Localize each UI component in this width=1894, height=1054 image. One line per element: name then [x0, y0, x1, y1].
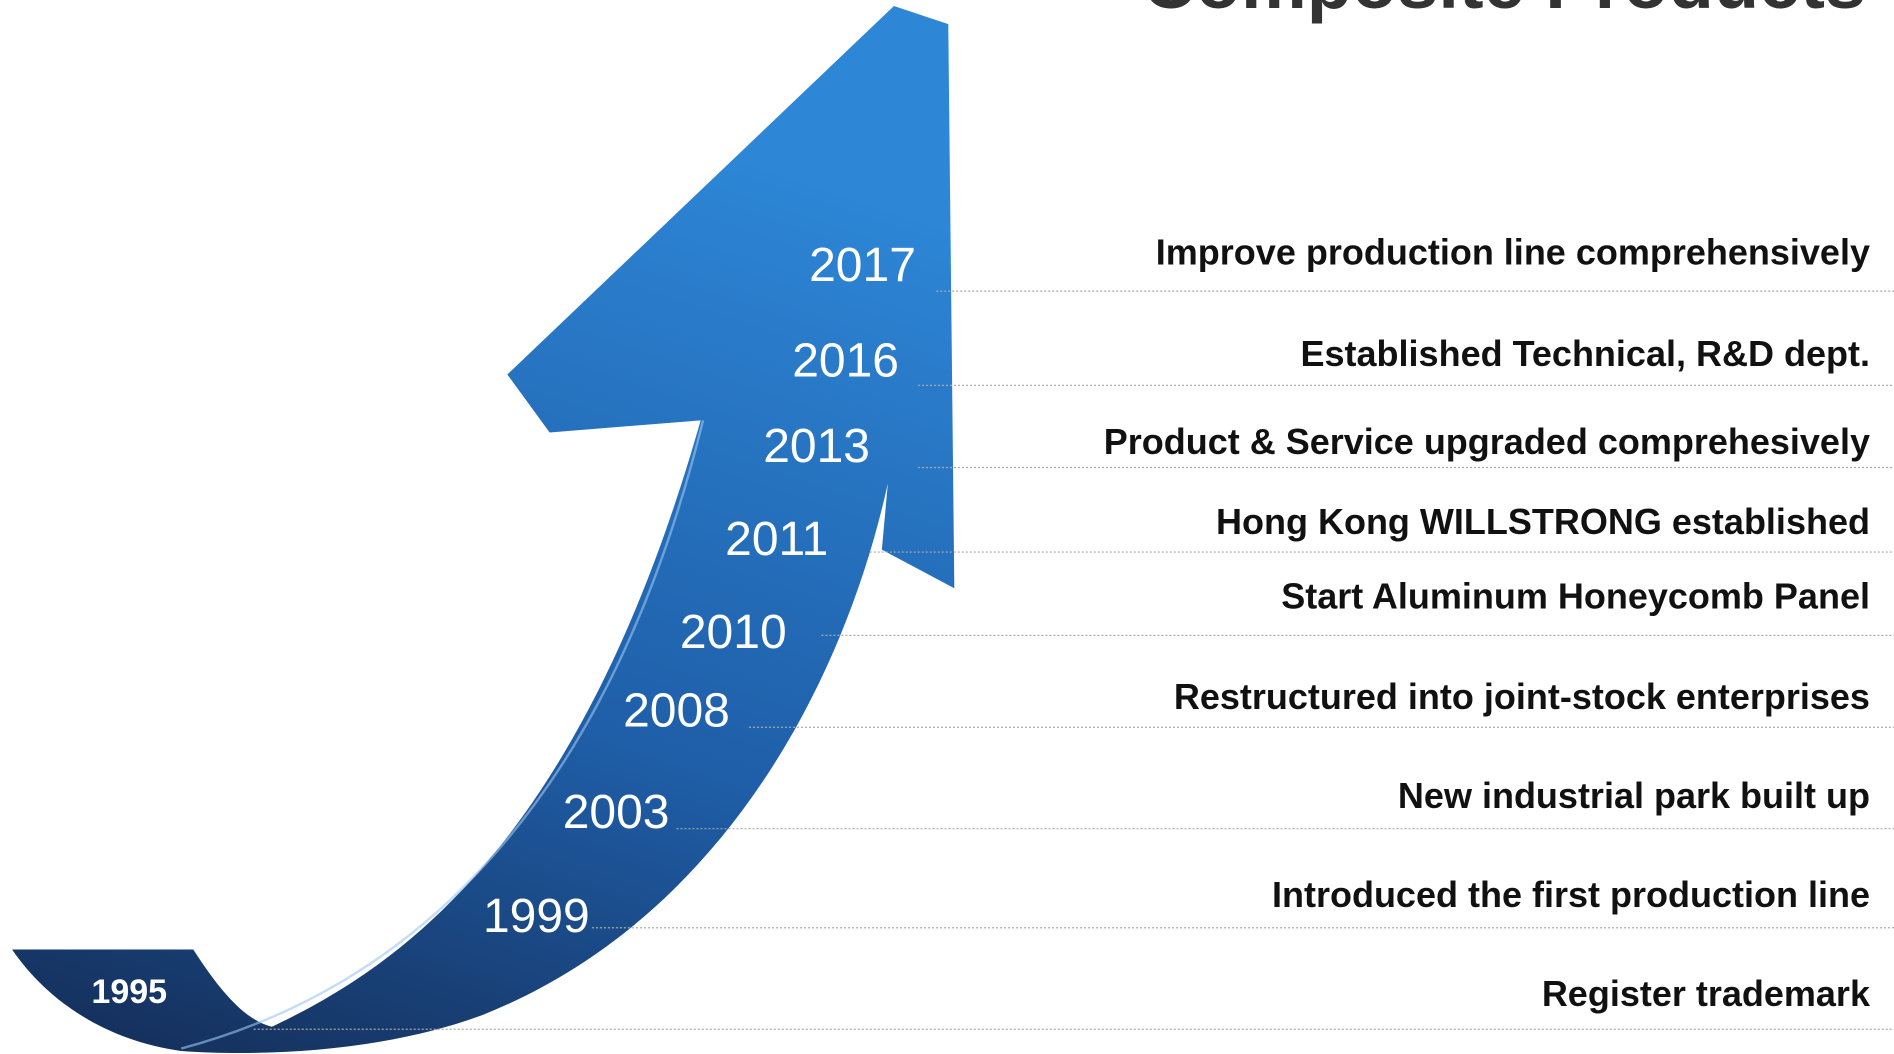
year-label: 2011	[725, 513, 828, 566]
timeline: Composite Products 2017 Improve productio…	[0, 0, 1894, 1054]
year-label: 2008	[623, 685, 730, 738]
event-text: New industrial park built up	[1398, 775, 1870, 816]
year-label: 1995	[91, 973, 167, 1011]
title: Composite Products	[1142, 0, 1866, 24]
event-text: Improve production line comprehensively	[1156, 231, 1870, 272]
event-text: Register trademark	[1542, 973, 1871, 1014]
year-label: 2017	[809, 239, 916, 292]
year-label: 1999	[483, 890, 590, 943]
year-label: 2016	[792, 334, 899, 387]
event-text: Restructured into joint-stock enterprise…	[1174, 676, 1870, 717]
event-text: Introduced the first production line	[1272, 874, 1870, 915]
year-label: 2010	[680, 606, 787, 659]
year-label: 2013	[763, 420, 870, 473]
year-label: 2003	[563, 786, 670, 839]
event-text: Established Technical, R&D dept.	[1301, 333, 1870, 374]
event-text: Hong Kong WILLSTRONG established	[1216, 501, 1870, 542]
page: Composite Products 2017 Improve productio…	[0, 0, 1894, 1054]
event-text: Product & Service upgraded comprehesivel…	[1104, 421, 1870, 462]
event-text: Start Aluminum Honeycomb Panel	[1281, 576, 1870, 617]
